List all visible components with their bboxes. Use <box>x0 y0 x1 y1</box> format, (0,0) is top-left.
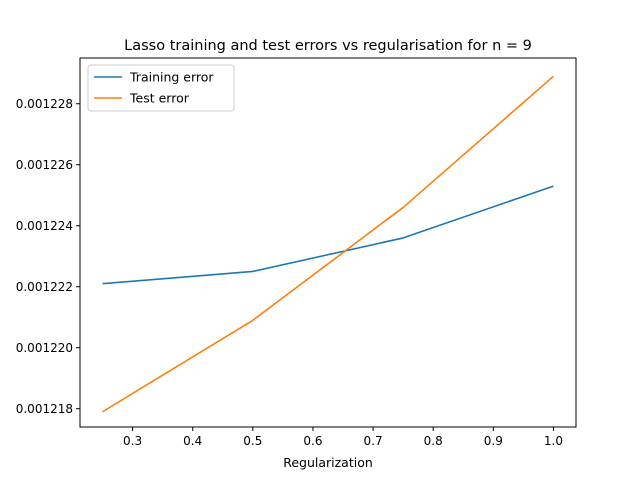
legend: Training error Test error <box>87 64 235 112</box>
x-axis: 0.3 0.4 0.5 0.6 0.7 0.8 0.9 1.0 <box>123 427 563 448</box>
y-tick-label: 0.001218 <box>16 402 73 416</box>
legend-label-training-error: Training error <box>129 70 214 85</box>
y-tick-label: 0.001228 <box>16 97 73 111</box>
y-tick-label: 0.001222 <box>16 280 73 294</box>
y-tick-label: 0.001220 <box>16 341 73 355</box>
x-tick-label: 0.6 <box>303 434 322 448</box>
x-axis-label: Regularization <box>283 455 373 470</box>
legend-label-test-error: Test error <box>129 91 190 106</box>
x-tick-label: 1.0 <box>544 434 563 448</box>
axes-frame <box>79 57 577 428</box>
x-tick-label: 0.8 <box>424 434 443 448</box>
x-tick-label: 0.9 <box>484 434 503 448</box>
y-axis: 0.001218 0.001220 0.001222 0.001224 0.001226… <box>16 97 80 416</box>
x-tick-label: 0.7 <box>364 434 383 448</box>
training-error-line <box>102 185 554 285</box>
y-tick-label: 0.001224 <box>16 219 73 233</box>
x-tick-label: 0.3 <box>123 434 142 448</box>
legend-box <box>87 64 235 112</box>
plot-area: 0.3 0.4 0.5 0.6 0.7 0.8 0.9 1.0 0.001218 0.00122… <box>16 57 577 448</box>
x-tick-label: 0.4 <box>183 434 202 448</box>
test-error-line <box>102 75 554 413</box>
chart-title: Lasso training and test errors vs regula… <box>124 38 532 54</box>
x-tick-label: 0.5 <box>243 434 262 448</box>
series-lines <box>102 75 554 413</box>
y-tick-label: 0.001226 <box>16 158 73 172</box>
